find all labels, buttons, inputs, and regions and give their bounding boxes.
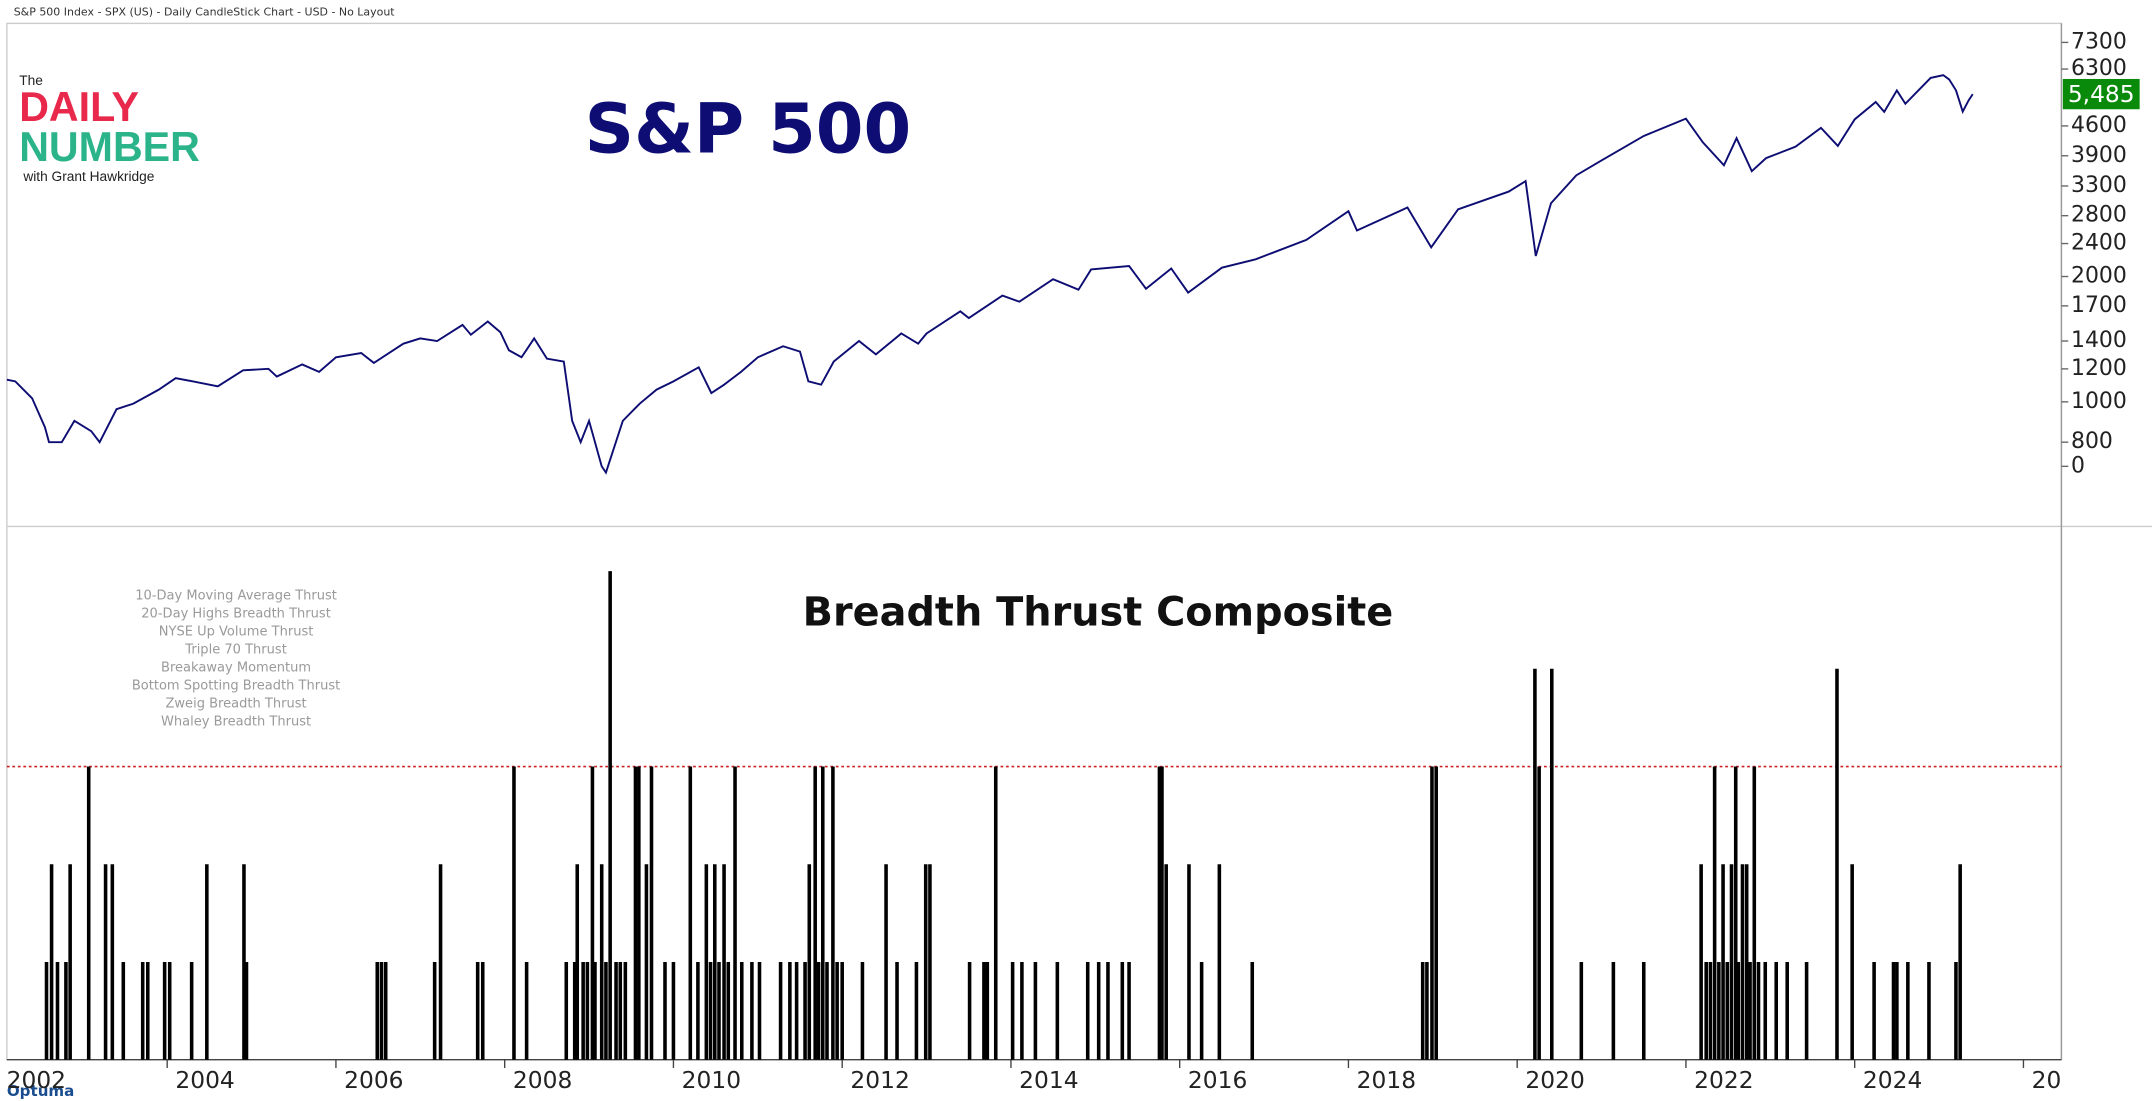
panel-title: Breadth Thrust Composite [803,590,1394,636]
y-tick-label: 2400 [2071,231,2127,256]
price-line [6,74,1974,475]
legend-item: Breakaway Momentum [161,661,311,676]
x-tick-label: 2002 [7,1066,66,1094]
x-tick-label: 2026 [2032,1066,2091,1094]
x-tick-label: 2012 [850,1066,909,1094]
logo-the: The [19,73,43,88]
plot-layer: 2002 2004 2006 2008 2010 2012 2014 2016 2018 2020… [6,29,2140,1094]
x-tick-label: 2004 [175,1066,234,1094]
y-tick-label: 1400 [2071,328,2127,353]
y-tick-label: 1000 [2071,389,2127,414]
y-tick-label: 0 [2071,453,2085,478]
y-tick-label: 1700 [2071,293,2127,318]
logo: The DAILY NUMBER with Grant Hawkridge [19,73,200,184]
legend-item: Whaley Breadth Thrust [161,715,311,730]
logo-byline: with Grant Hawkridge [22,169,154,184]
y-tick-label: 1200 [2071,356,2127,381]
x-tick-label: 2014 [1019,1066,1078,1094]
y-tick-label: 6300 [2071,56,2127,81]
x-tick-label: 2016 [1188,1066,1247,1094]
x-tick-label: 2024 [1863,1066,1922,1094]
x-tick-label: 2020 [1525,1066,1584,1094]
legend-item: Zweig Breadth Thrust [165,697,306,712]
y-tick-label: 3300 [2071,173,2127,198]
footer-brand: Optuma [7,1082,75,1100]
x-tick-label: 2006 [344,1066,403,1094]
logo-daily: DAILY [19,84,139,130]
x-tick-label: 2022 [1694,1066,1753,1094]
y-tick-label: 3900 [2071,143,2127,168]
x-tick-label: 2010 [682,1066,741,1094]
x-tick-label: 2018 [1357,1066,1416,1094]
chart-title: S&P 500 [585,89,912,169]
y-tick-label: 4600 [2071,113,2127,138]
header: S&P 500 Index - SPX (US) - Daily CandleS… [14,5,396,18]
y-tick-label: 2000 [2071,263,2127,288]
x-tick-label: 2008 [513,1066,572,1094]
legend-item: Triple 70 Thrust [184,642,287,657]
legend-item: NYSE Up Volume Thrust [159,624,314,639]
legend-item: Bottom Spotting Breadth Thrust [132,679,340,694]
y-tick-label: 2800 [2071,203,2127,228]
last-price-label: 5,485 [2068,80,2135,108]
logo-number: NUMBER [19,124,200,170]
last-price-box [2062,78,2140,110]
legend-item: 10-Day Moving Average Thrust [135,588,337,603]
x-axis: 2002 2004 2006 2008 2010 2012 2014 2016 2018 2020… [7,1059,2091,1094]
y-tick-label: 7300 [2071,29,2127,54]
y-tick-label: 800 [2071,429,2113,454]
legend-item: 20-Day Highs Breadth Thrust [141,606,331,621]
